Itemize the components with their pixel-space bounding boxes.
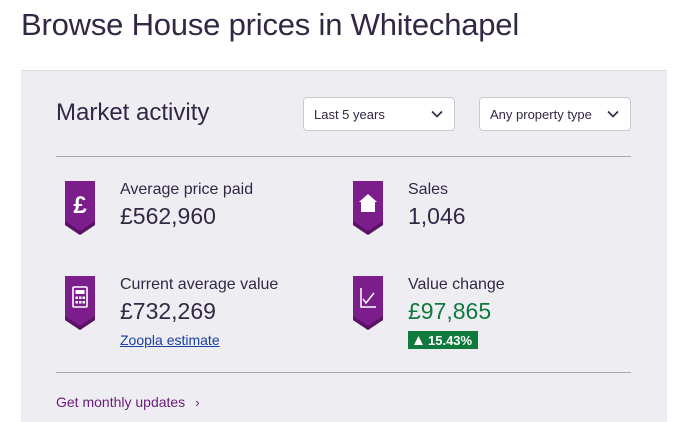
chevron-down-icon (430, 109, 444, 119)
line-chart-icon (353, 276, 383, 330)
stat-value: £732,269 (120, 298, 216, 324)
market-activity-panel: Market activity Last 5 years Any propert… (21, 70, 667, 422)
stat-label: Average price paid (120, 181, 254, 198)
market-activity-heading: Market activity (56, 99, 210, 126)
stat-label: Value change (408, 276, 505, 293)
period-select[interactable]: Last 5 years (303, 97, 455, 131)
stat-value: 1,046 (408, 203, 466, 229)
divider (56, 156, 631, 157)
monthly-updates-label: Get monthly updates (56, 394, 186, 410)
svg-text:£: £ (73, 192, 87, 219)
house-icon (353, 181, 383, 235)
chevron-down-icon (606, 109, 620, 119)
calculator-icon (65, 276, 95, 330)
chevron-right-icon: › (195, 394, 200, 410)
change-badge: 15.43% (408, 331, 479, 349)
get-monthly-updates-link[interactable]: Get monthly updates › (56, 394, 200, 410)
period-select-value: Last 5 years (314, 106, 385, 122)
zoopla-estimate-link[interactable]: Zoopla estimate (120, 332, 220, 348)
page-title: Browse House prices in Whitechapel (21, 7, 520, 42)
divider (56, 372, 631, 373)
triangle-up-icon (414, 335, 423, 345)
stat-value: £562,960 (120, 203, 216, 229)
pound-icon: £ (65, 181, 95, 235)
property-type-select[interactable]: Any property type (479, 97, 631, 131)
property-type-select-value: Any property type (490, 106, 592, 122)
stat-value: £97,865 (408, 298, 492, 324)
stat-label: Sales (408, 181, 449, 198)
change-percent: 15.43% (428, 332, 473, 348)
stat-label: Current average value (120, 276, 279, 293)
